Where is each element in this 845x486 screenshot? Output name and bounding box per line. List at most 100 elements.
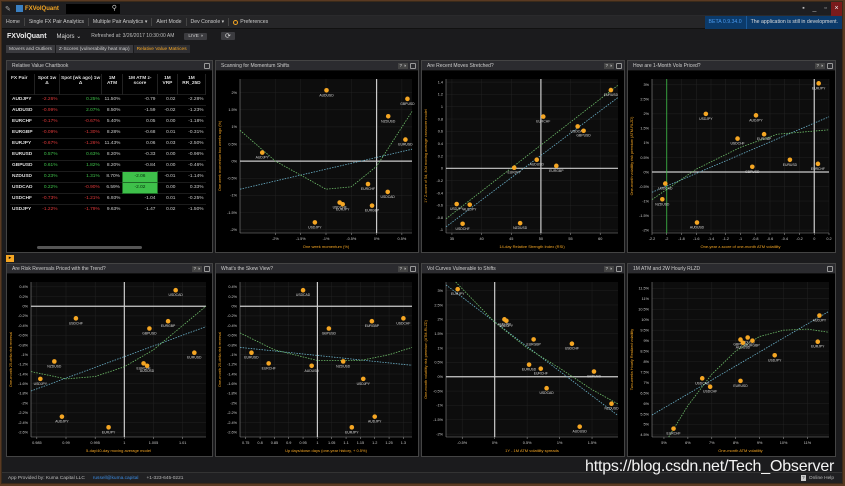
maximize-icon[interactable] (827, 62, 833, 69)
help-toggle-icon[interactable]: ? ◑ (191, 265, 202, 272)
maximize-icon[interactable] (410, 265, 416, 272)
data-point[interactable] (738, 337, 743, 342)
column-header[interactable]: Spot (wk ago) 1w Δ (59, 74, 103, 94)
data-point[interactable] (369, 203, 375, 208)
data-point[interactable] (454, 201, 459, 207)
restore-icon[interactable]: ▫ (824, 5, 827, 12)
live-toggle[interactable]: LIVE ◑ (184, 32, 208, 40)
pin-icon[interactable]: ✎ (5, 5, 11, 13)
data-point[interactable] (554, 163, 559, 169)
data-point[interactable] (750, 164, 755, 170)
data-point[interactable] (340, 201, 345, 207)
data-point[interactable] (660, 196, 665, 202)
reload-icon[interactable]: ⟳ (221, 32, 235, 40)
data-point[interactable] (738, 378, 743, 384)
horizontal-scrollbar[interactable] (37, 246, 142, 249)
column-header[interactable]: 1M ATM z-score (122, 74, 158, 94)
column-header[interactable]: 1M ATM (101, 74, 123, 94)
data-point[interactable] (544, 385, 549, 391)
data-point[interactable] (662, 181, 668, 186)
help-toggle-icon[interactable]: ? ◑ (603, 62, 614, 69)
tab-relative-value[interactable]: Relative Value Matrices (133, 45, 190, 53)
data-point[interactable] (569, 341, 575, 347)
data-point[interactable] (735, 136, 740, 141)
tab-z-scores[interactable]: Z-Scores (vulnerability heat map) (55, 45, 133, 53)
column-header[interactable]: 1M VRP (157, 74, 178, 94)
data-point[interactable] (772, 353, 778, 358)
data-point[interactable] (740, 340, 746, 346)
menu-dev-console[interactable]: Dev Console ▾ (187, 18, 230, 26)
column-header[interactable]: FX Pair (10, 74, 36, 94)
help-toggle-icon[interactable]: ? ◑ (814, 62, 825, 69)
data-point[interactable] (753, 113, 759, 118)
data-point[interactable] (707, 384, 713, 390)
data-point[interactable] (259, 150, 265, 155)
data-point[interactable] (534, 157, 540, 162)
data-point[interactable] (59, 414, 65, 419)
data-point[interactable] (192, 350, 197, 356)
data-point[interactable] (324, 87, 329, 93)
menu-home[interactable]: Home (2, 18, 25, 26)
data-point[interactable] (815, 339, 821, 344)
data-point[interactable] (144, 363, 150, 369)
menu-alert-mode[interactable]: Alert Mode (152, 18, 187, 26)
data-point[interactable] (591, 369, 597, 374)
table-row[interactable]: EURGBP -0.09% -1.30% 8.28% -0.68 0.01 -0.31% (10, 126, 206, 138)
online-help-link[interactable]: ? Online Help (800, 475, 842, 481)
data-point[interactable] (372, 414, 378, 419)
data-point[interactable] (699, 376, 705, 381)
minimize-icon[interactable]: _ (812, 5, 817, 12)
table-row[interactable]: USDJPY -1.22% -1.79% 9.63% -1.47 0.02 -1.50% (10, 203, 206, 215)
search-input[interactable]: ⚲ (65, 3, 120, 14)
data-point[interactable] (694, 220, 700, 225)
search-icon[interactable]: ⚲ (111, 4, 117, 12)
menu-multiple-pair[interactable]: Multiple Pair Analytics ▾ (89, 18, 153, 26)
contact-email-link[interactable]: russell@kuma.capital (92, 475, 139, 481)
data-point[interactable] (538, 366, 544, 371)
data-point[interactable] (750, 338, 755, 343)
data-point[interactable] (460, 221, 465, 227)
help-toggle-icon[interactable]: ? ◑ (397, 62, 408, 69)
data-point[interactable] (73, 316, 79, 321)
data-point[interactable] (405, 96, 410, 102)
data-point[interactable] (266, 361, 271, 366)
data-point[interactable] (165, 318, 171, 324)
menu-preferences[interactable]: Preferences (229, 18, 272, 26)
data-point[interactable] (531, 337, 536, 342)
data-point[interactable] (467, 202, 473, 207)
data-point[interactable] (816, 81, 821, 86)
data-point[interactable] (38, 376, 43, 382)
taskbar-icon[interactable]: ▪ (802, 5, 805, 12)
data-point[interactable] (385, 189, 391, 195)
table-row[interactable]: NZDUSD 0.23% 1.31% 8.70% -2.06 -0.01 -1.14% (10, 170, 206, 183)
maximize-icon[interactable] (827, 265, 833, 272)
data-point[interactable] (369, 318, 375, 324)
data-point[interactable] (671, 426, 676, 431)
data-point[interactable] (326, 326, 332, 331)
maximize-icon[interactable] (410, 62, 416, 69)
data-point[interactable] (401, 316, 406, 321)
data-point[interactable] (141, 361, 146, 366)
data-point[interactable] (575, 124, 580, 129)
table-row[interactable]: EURUSD 0.57% 0.63% 8.20% -0.33 0.00 -0.96% (10, 148, 206, 160)
data-point[interactable] (817, 313, 822, 318)
data-point[interactable] (609, 401, 614, 407)
data-point[interactable] (309, 363, 314, 369)
menu-single-pair[interactable]: Single FX Pair Analytics (25, 18, 89, 26)
data-point[interactable] (761, 131, 767, 137)
table-row[interactable]: AUDUSD -0.99% 2.07% 8.50% -1.59 -0.02 -1.23% (10, 104, 206, 116)
data-point[interactable] (517, 220, 523, 226)
data-point[interactable] (147, 326, 152, 331)
data-point[interactable] (581, 128, 586, 134)
data-point[interactable] (455, 286, 460, 292)
data-point[interactable] (745, 335, 750, 340)
help-toggle-icon[interactable]: ? ◑ (397, 265, 408, 272)
data-point[interactable] (540, 114, 546, 119)
collapse-toggle[interactable]: ▸ (6, 255, 14, 262)
data-point[interactable] (385, 114, 391, 119)
table-row[interactable]: USDCHF -0.73% -1.21% 6.93% -1.04 0.01 -0.25% (10, 192, 206, 204)
data-point[interactable] (106, 425, 111, 430)
close-icon[interactable]: × (831, 1, 842, 16)
data-point[interactable] (249, 350, 254, 356)
data-point[interactable] (526, 362, 532, 367)
